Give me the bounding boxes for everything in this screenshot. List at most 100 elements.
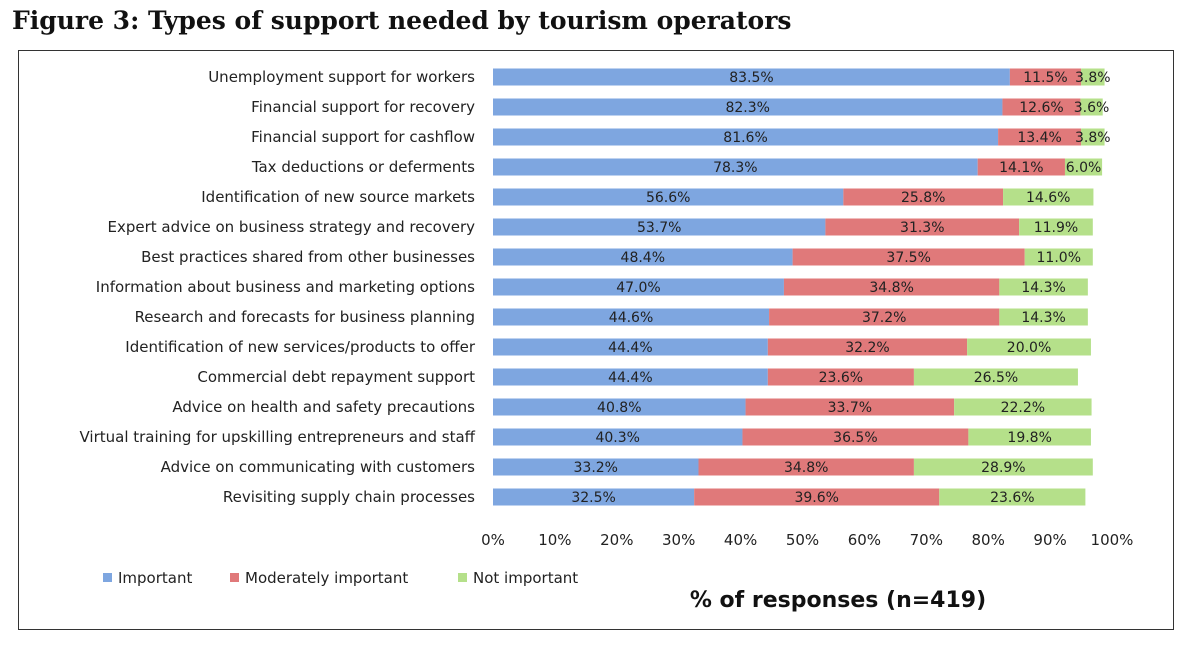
bar-segment-moderately-important <box>1002 98 1081 116</box>
bar-segment-important <box>493 398 746 416</box>
data-label: 48.4% <box>621 250 665 266</box>
data-label: 34.8% <box>869 280 913 296</box>
data-label: 37.5% <box>886 250 930 266</box>
data-label: 44.4% <box>608 370 652 386</box>
data-label: 23.6% <box>990 490 1034 506</box>
data-label: 44.4% <box>608 340 652 356</box>
segment-labels-group: 83.5% 11.5% 3.8% 82.3% 12.6% 3.6% 81.6% 13.4% 3.… <box>571 70 1110 506</box>
data-label: 47.0% <box>616 280 660 296</box>
bar-segment-not-important <box>1064 158 1103 176</box>
bar-segment-not-important <box>1081 128 1105 146</box>
bar-segment-important <box>493 338 768 356</box>
x-tick-label: 40% <box>724 531 757 549</box>
bar-segment-moderately-important <box>1009 68 1082 86</box>
data-label: 36.5% <box>833 430 877 446</box>
data-label: 14.3% <box>1021 310 1065 326</box>
data-label: 13.4% <box>1017 130 1061 146</box>
legend-label: Not important <box>473 569 578 587</box>
data-label: 22.2% <box>1001 400 1045 416</box>
x-tick-label: 30% <box>662 531 695 549</box>
data-label: 44.6% <box>609 310 653 326</box>
category-label: Revisiting supply chain processes <box>223 488 475 506</box>
bar-segment-not-important <box>1024 248 1093 266</box>
data-label: 40.8% <box>597 400 641 416</box>
data-label: 14.3% <box>1021 280 1065 296</box>
x-axis-label: % of responses (n=419) <box>690 588 986 613</box>
data-label: 37.2% <box>862 310 906 326</box>
bar-segment-not-important <box>939 488 1086 506</box>
data-label: 40.3% <box>595 430 639 446</box>
data-label: 34.8% <box>784 460 828 476</box>
category-label: Virtual training for upskilling entrepre… <box>79 428 475 446</box>
data-label: 28.9% <box>981 460 1025 476</box>
bar-segment-important <box>493 308 770 326</box>
data-label: 25.8% <box>901 190 945 206</box>
category-label: Identification of new source markets <box>201 188 475 206</box>
bar-segment-not-important <box>967 338 1091 356</box>
category-label: Advice on communicating with customers <box>161 458 476 476</box>
bar-segment-not-important <box>1003 188 1094 206</box>
x-tick-label: 70% <box>910 531 943 549</box>
data-label: 83.5% <box>729 70 773 86</box>
data-label: 19.8% <box>1007 430 1051 446</box>
bar-segment-not-important <box>968 428 1091 446</box>
chart-frame <box>18 50 1174 630</box>
data-label: 33.2% <box>574 460 618 476</box>
bar-segment-moderately-important <box>698 458 914 476</box>
data-label: 3.8% <box>1075 70 1111 86</box>
bar-segment-moderately-important <box>694 488 940 506</box>
x-ticks-group: 0% 10% 20% 30% 40% 50% 60% 70% 80% 90% 100% <box>481 531 1133 549</box>
bar-segment-important <box>493 128 999 146</box>
x-tick-label: 10% <box>538 531 571 549</box>
data-label: 11.0% <box>1037 250 1081 266</box>
bar-segment-moderately-important <box>783 278 1000 296</box>
category-label: Advice on health and safety precautions <box>172 398 475 416</box>
bar-segment-important <box>493 248 793 266</box>
bar-segment-important <box>493 98 1003 116</box>
bar-segment-important <box>493 458 699 476</box>
bar-segment-moderately-important <box>825 218 1020 236</box>
category-label: Research and forecasts for business plan… <box>135 308 475 326</box>
category-label: Tax deductions or deferments <box>251 158 475 176</box>
data-label: 31.3% <box>900 220 944 236</box>
data-label: 53.7% <box>637 220 681 236</box>
bar-segment-important <box>493 488 695 506</box>
bar-segment-important <box>493 158 978 176</box>
figure-title: Figure 3: Types of support needed by tou… <box>12 6 792 35</box>
x-tick-label: 60% <box>848 531 881 549</box>
bar-segment-moderately-important <box>767 338 968 356</box>
data-label: 14.6% <box>1026 190 1070 206</box>
bar-segment-not-important <box>1019 218 1093 236</box>
data-label: 14.1% <box>999 160 1043 176</box>
legend: Important Moderately important Not importa… <box>103 569 578 587</box>
x-tick-label: 0% <box>481 531 505 549</box>
x-tick-label: 90% <box>1033 531 1066 549</box>
bar-segment-important <box>493 368 768 386</box>
data-label: 81.6% <box>723 130 767 146</box>
bar-segment-not-important <box>1080 98 1103 116</box>
bar-segment-important <box>493 278 784 296</box>
bar-segment-moderately-important <box>998 128 1082 146</box>
data-label: 23.6% <box>819 370 863 386</box>
bar-segment-moderately-important <box>745 398 955 416</box>
data-label: 3.6% <box>1074 100 1110 116</box>
data-label: 32.2% <box>845 340 889 356</box>
category-label: Financial support for recovery <box>251 98 475 116</box>
data-label: 6.0% <box>1066 160 1102 176</box>
data-label: 82.3% <box>725 100 769 116</box>
bar-segment-not-important <box>999 308 1088 326</box>
data-label: 33.7% <box>828 400 872 416</box>
data-label: 32.5% <box>571 490 615 506</box>
category-label: Expert advice on business strategy and r… <box>108 218 476 236</box>
data-label: 20.0% <box>1007 340 1051 356</box>
legend-label: Moderately important <box>245 569 408 587</box>
legend-swatch <box>230 573 239 582</box>
category-labels-group: Unemployment support for workers Financia… <box>79 68 475 506</box>
bar-segment-not-important <box>913 458 1093 476</box>
legend-label: Important <box>118 569 192 587</box>
x-tick-label: 80% <box>972 531 1005 549</box>
data-label: 26.5% <box>974 370 1018 386</box>
data-label: 11.9% <box>1034 220 1078 236</box>
category-label: Best practices shared from other busines… <box>141 248 475 266</box>
bar-segment-moderately-important <box>843 188 1004 206</box>
